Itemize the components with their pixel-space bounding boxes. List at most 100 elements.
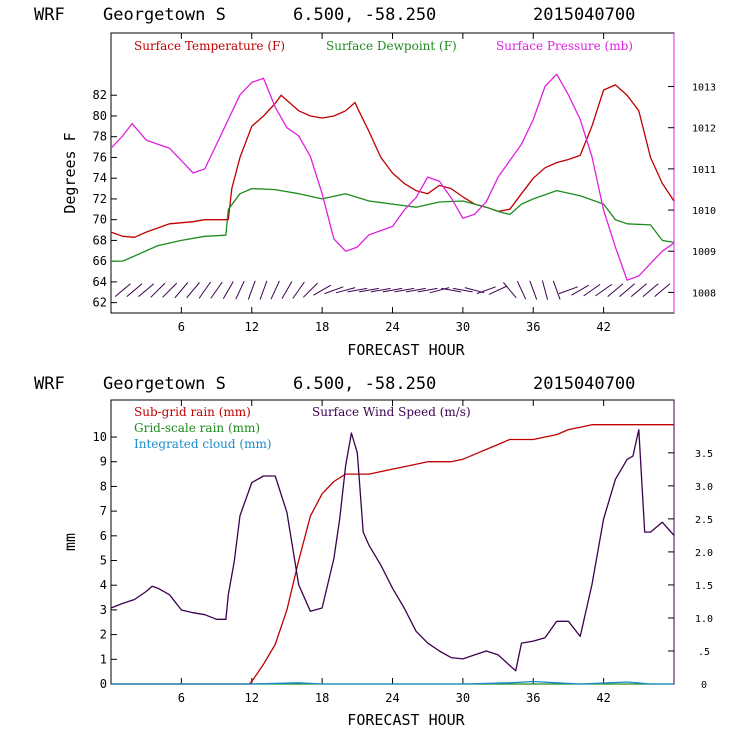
- wind-barb: [529, 280, 538, 300]
- legend-surface-dewpoint: Surface Dewpoint (F): [326, 39, 457, 53]
- p2-ytick-label-10: 10: [93, 430, 107, 444]
- wind-barb: [335, 287, 356, 294]
- p1-y2tick-label-1012: 1012: [692, 124, 716, 135]
- p2-xtick-label-30: 30: [456, 691, 470, 705]
- p2-y2tick-label-5: .5: [698, 647, 710, 658]
- temperature-panel: WRF Georgetown S 6.500, -58.250 20150407…: [34, 5, 716, 359]
- p1-ytick-label-66: 66: [93, 254, 107, 268]
- wind-barb: [324, 286, 344, 295]
- p2-series-integrated-cloud-mm: [111, 680, 674, 685]
- p1-xtick-label-24: 24: [385, 320, 399, 334]
- legend-surface-wind-speed: Surface Wind Speed (m/s): [312, 405, 471, 419]
- wind-barb: [313, 284, 332, 296]
- wind-barb: [281, 281, 293, 300]
- p1-series-surface-temperature-f: [110, 84, 675, 238]
- wind-barb: [516, 280, 527, 300]
- p1-xtick-label-12: 12: [245, 320, 259, 334]
- wind-barb: [210, 281, 223, 299]
- p1-ytick-label-68: 68: [93, 233, 107, 247]
- panel2-header-model: WRF: [34, 374, 65, 394]
- panel1-header-coords: 6.500, -58.250: [293, 5, 436, 25]
- wind-barb: [259, 280, 268, 300]
- panel1-header-station: Georgetown S: [103, 5, 226, 25]
- p1-ytick-label-82: 82: [93, 88, 107, 102]
- wind-barb: [476, 286, 496, 295]
- panel1-header-model: WRF: [34, 5, 65, 25]
- p1-xtick-label-18: 18: [315, 320, 329, 334]
- p1-y2tick-label-1010: 1010: [692, 206, 716, 217]
- legend-gridscale-rain: Grid-scale rain (mm): [134, 421, 260, 435]
- p1-xtick-label-42: 42: [596, 320, 610, 334]
- p2-xtick-label-36: 36: [526, 691, 540, 705]
- panel2-y-axis-label: mm: [61, 533, 79, 551]
- p2-ytick-label-0: 0: [100, 677, 107, 691]
- p2-y2tick-label-2-5: 2.5: [695, 515, 713, 526]
- p1-xtick-label-30: 30: [456, 320, 470, 334]
- wind-barb: [292, 281, 305, 299]
- legend-subgrid-rain: Sub-grid rain (mm): [134, 405, 251, 419]
- wind-barb: [429, 287, 450, 294]
- p1-ytick-label-80: 80: [93, 109, 107, 123]
- legend-integrated-cloud: Integrated cloud (mm): [134, 437, 272, 451]
- wind-barb: [571, 284, 590, 296]
- p2-xtick-label-18: 18: [315, 691, 329, 705]
- wind-barb: [270, 280, 280, 300]
- panel1-header-init: 2015040700: [533, 5, 635, 25]
- wind-barb: [174, 282, 189, 299]
- p2-ytick-label-7: 7: [100, 504, 107, 518]
- p1-series-surface-pressure-mb: [110, 73, 675, 281]
- p2-xtick-label-12: 12: [245, 691, 259, 705]
- wind-barb: [488, 285, 508, 295]
- wind-barb: [138, 283, 155, 297]
- p2-xtick-label-42: 42: [596, 691, 610, 705]
- wind-barb: [198, 281, 212, 299]
- p2-ytick-label-1: 1: [100, 652, 107, 666]
- p2-ytick-label-9: 9: [100, 455, 107, 469]
- p2-ytick-label-5: 5: [100, 554, 107, 568]
- p2-y2tick-label-3-0: 3.0: [695, 482, 713, 493]
- wind-barb: [406, 287, 426, 293]
- p2-series-surface-wind-speed-m-s: [110, 429, 675, 672]
- p2-xtick-label-24: 24: [385, 691, 399, 705]
- wind-barb: [150, 282, 166, 298]
- wind-barb: [126, 283, 143, 297]
- wind-barb: [394, 287, 415, 293]
- p1-ytick-label-76: 76: [93, 150, 107, 164]
- legend-surface-pressure: Surface Pressure (mb): [496, 39, 633, 53]
- p1-ytick-label-64: 64: [93, 275, 107, 289]
- wind-barb: [186, 282, 200, 299]
- wind-barb: [607, 283, 624, 297]
- p2-ytick-label-2: 2: [100, 628, 107, 642]
- p1-y2tick-label-1009: 1009: [692, 247, 716, 258]
- p1-ytick-label-70: 70: [93, 213, 107, 227]
- p2-ytick-label-8: 8: [100, 479, 107, 493]
- wind-barb: [417, 287, 438, 293]
- wind-barb: [235, 280, 245, 300]
- precipitation-panel: WRF Georgetown S 6.500, -58.250 20150407…: [34, 374, 713, 729]
- wind-barb: [630, 283, 647, 297]
- p2-ytick-label-4: 4: [100, 578, 107, 592]
- wind-barb: [370, 287, 391, 293]
- wind-barb: [583, 283, 601, 297]
- wind-barb: [114, 283, 131, 297]
- p1-ytick-label-62: 62: [93, 296, 107, 310]
- wind-barb: [347, 287, 368, 293]
- p2-y2tick-label-3-5: 3.5: [695, 449, 713, 460]
- p2-series-sub-grid-rain-mm: [111, 424, 674, 685]
- panel1-y-axis-label: Degrees F: [61, 132, 79, 213]
- p1-ytick-label-74: 74: [93, 171, 107, 185]
- panel2-header-station: Georgetown S: [103, 374, 226, 394]
- p2-y2tick-label-2-0: 2.0: [695, 548, 713, 559]
- p1-xtick-label-36: 36: [526, 320, 540, 334]
- p1-xtick-label-6: 6: [178, 320, 185, 334]
- p2-xtick-label-6: 6: [178, 691, 185, 705]
- wind-barb: [541, 280, 549, 300]
- panel2-x-axis-label: FORECAST HOUR: [347, 711, 465, 729]
- wind-barb: [503, 282, 517, 299]
- wind-barb: [382, 287, 403, 293]
- wind-barb: [452, 287, 473, 293]
- legend-surface-temperature: Surface Temperature (F): [134, 39, 285, 53]
- wind-barb: [654, 283, 671, 297]
- p1-y2tick-label-1008: 1008: [692, 288, 716, 299]
